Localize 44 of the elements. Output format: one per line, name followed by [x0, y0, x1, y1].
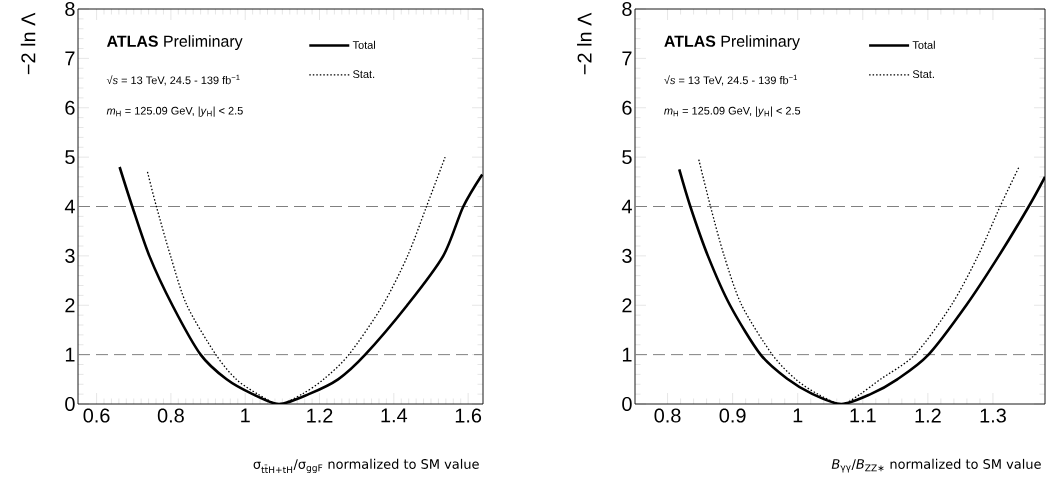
x-tick-label: 0.8 — [654, 408, 681, 423]
legend-label: Stat. — [912, 70, 934, 79]
y-tick-label: 8 — [65, 1, 75, 17]
y-tick-label: 4 — [64, 199, 75, 214]
x-tick-label: 1 — [241, 408, 250, 423]
y-tick-label: 2 — [622, 298, 632, 313]
y-tick-label: 6 — [65, 100, 75, 115]
annotation: ATLAS Preliminary — [664, 35, 800, 51]
x-tick-label: 1 — [793, 408, 803, 423]
y-tick-label: 0 — [65, 396, 75, 412]
annotation: m$_{H}$ = 125.09 GeV, |y$_{H}$| < 2.5 — [664, 106, 801, 117]
x-tick-label: 1.2 — [307, 408, 333, 423]
x-tick-label: 0.6 — [83, 408, 110, 423]
x-axis-title: B$_{γγ}$/B$_{ZZ∗}$ normalized to SM value — [831, 458, 1041, 473]
y-axis-title: −2 ln Λ — [577, 12, 592, 75]
y-tick-label: 1 — [622, 347, 632, 362]
x-tick-label: 1.2 — [915, 408, 941, 423]
y-tick-label: 2 — [65, 298, 75, 313]
y-tick-label: 3 — [622, 248, 632, 263]
y-tick-label: 5 — [65, 150, 75, 165]
annotation: m$_{H}$ = 125.09 GeV, |y$_{H}$| < 2.5 — [106, 106, 243, 117]
y-tick-label: 4 — [621, 199, 632, 214]
x-tick-label: 0.8 — [157, 408, 184, 423]
y-tick-label: 3 — [65, 248, 75, 263]
annotation: √s = 13 TeV, 24.5 - 139 fb$^{−1}$ — [106, 74, 240, 86]
y-tick-label: 7 — [622, 51, 632, 66]
x-tick-label: 1.1 — [850, 408, 876, 423]
x-tick-label: 1.4 — [381, 408, 408, 423]
x-tick-label: 1.3 — [980, 408, 1006, 423]
x-axis-title: σ$_{tt̄H+tH}$/σ$_{ggF}$ normalized to SM value — [253, 458, 479, 474]
x-tick-label: 1.6 — [455, 408, 482, 423]
y-tick-label: 1 — [65, 347, 75, 362]
x-tick-label: 0.9 — [719, 408, 746, 423]
y-tick-label: 7 — [65, 51, 75, 66]
legend-label: Stat. — [353, 70, 375, 79]
annotation: ATLAS Preliminary — [106, 35, 243, 51]
y-axis-title: −2 ln Λ — [20, 12, 36, 75]
annotation: √s = 13 TeV, 24.5 - 139 fb$^{−1}$ — [664, 74, 797, 86]
y-tick-label: 6 — [622, 100, 632, 115]
y-tick-label: 8 — [622, 1, 632, 17]
legend-label: Total — [912, 40, 935, 49]
y-tick-label: 5 — [622, 150, 632, 165]
y-tick-label: 0 — [622, 396, 632, 412]
legend-label: Total — [352, 40, 376, 49]
